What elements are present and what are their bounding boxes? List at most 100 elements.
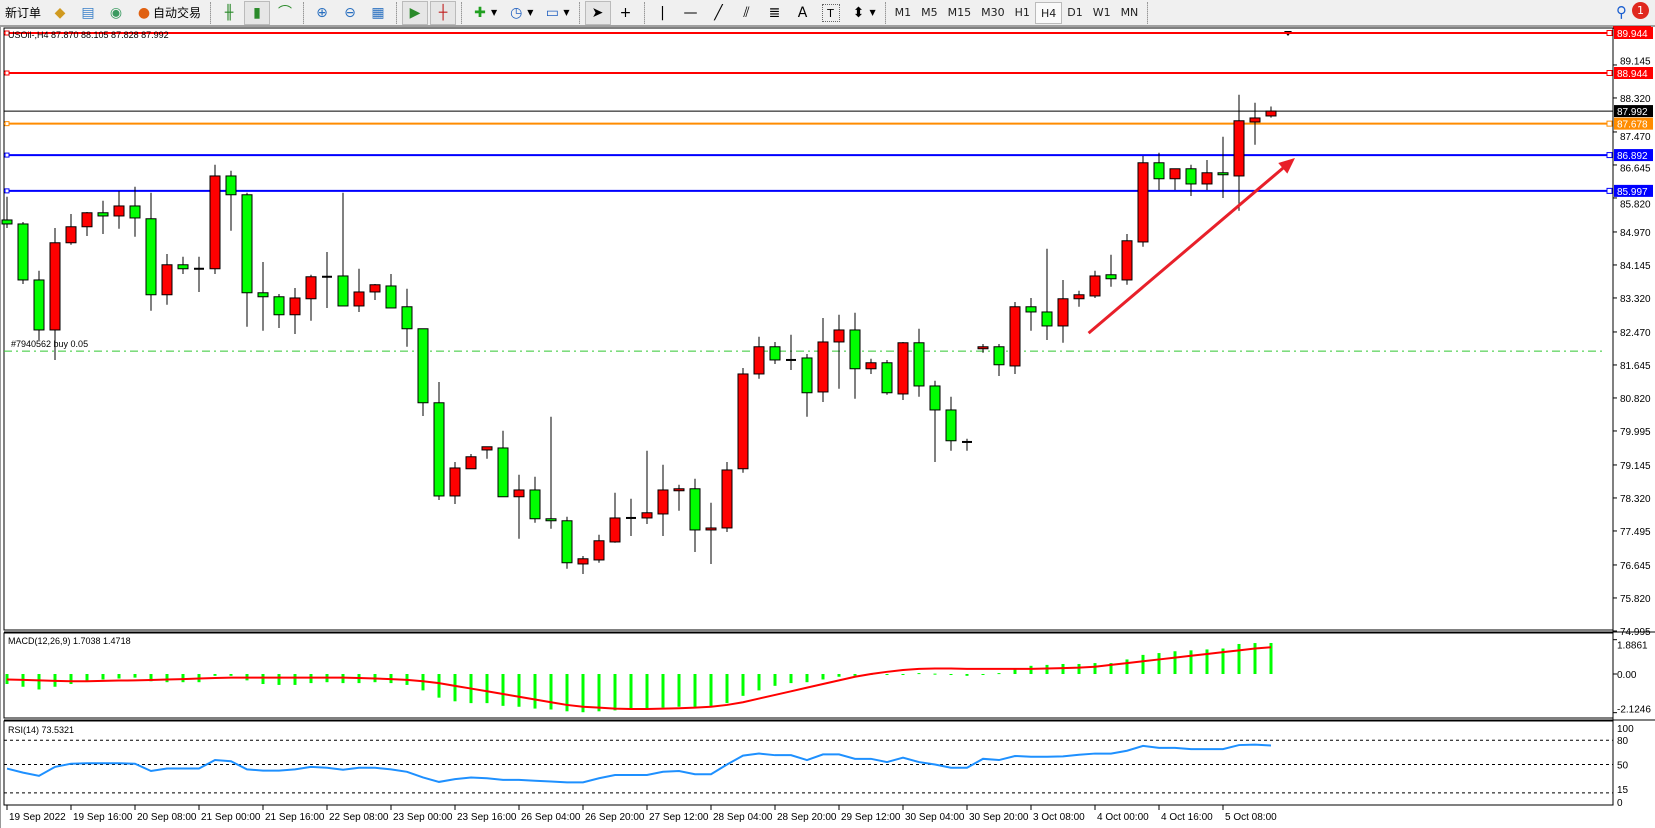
- candle[interactable]: [1105, 254, 1117, 287]
- candle[interactable]: [673, 484, 685, 511]
- line-handle[interactable]: [4, 188, 10, 194]
- candle[interactable]: [241, 192, 253, 327]
- candle[interactable]: [129, 186, 141, 237]
- candle[interactable]: [561, 516, 573, 569]
- candle[interactable]: [977, 343, 989, 353]
- timeframe-h1[interactable]: H1: [1014, 5, 1030, 19]
- periods-button[interactable]: ◷ ▼: [503, 1, 537, 25]
- candle[interactable]: [33, 270, 45, 340]
- templates-button[interactable]: ▭ ▼: [539, 1, 573, 25]
- candle[interactable]: [1185, 164, 1197, 196]
- candle[interactable]: [801, 353, 813, 417]
- candle[interactable]: [962, 438, 972, 451]
- candle[interactable]: [385, 273, 397, 309]
- candle[interactable]: [769, 341, 781, 364]
- candle[interactable]: [513, 474, 525, 539]
- candle[interactable]: [209, 164, 221, 274]
- candle[interactable]: [65, 213, 77, 245]
- candle[interactable]: [1009, 301, 1021, 374]
- candle[interactable]: [257, 261, 269, 331]
- candle[interactable]: [273, 293, 285, 328]
- candle[interactable]: [449, 461, 461, 504]
- candle[interactable]: [401, 288, 413, 347]
- arrows-button[interactable]: ⬍ ▼: [846, 1, 880, 25]
- candle[interactable]: [465, 453, 477, 470]
- candle[interactable]: [433, 381, 445, 500]
- candle[interactable]: [737, 367, 749, 473]
- candle[interactable]: [753, 336, 765, 379]
- auto-trading-button[interactable]: ● 自动交易: [131, 1, 205, 25]
- equidistant-channel-button[interactable]: ⫽: [734, 1, 760, 25]
- candle[interactable]: [417, 328, 429, 416]
- line-handle[interactable]: [1606, 30, 1613, 36]
- line-handle[interactable]: [1606, 152, 1613, 159]
- cursor-button[interactable]: ➤: [584, 0, 611, 25]
- candle[interactable]: [817, 317, 829, 402]
- zoom-out-button[interactable]: ⊖: [337, 1, 363, 25]
- auto-scroll-button[interactable]: ▶: [402, 0, 429, 25]
- candle[interactable]: [113, 191, 125, 229]
- candle[interactable]: [194, 256, 204, 292]
- timeframe-d1[interactable]: D1: [1067, 5, 1083, 19]
- line-handle[interactable]: [4, 30, 10, 36]
- trendline-button[interactable]: ╱: [706, 1, 732, 25]
- candle[interactable]: [833, 314, 845, 389]
- candle[interactable]: [81, 211, 93, 236]
- candle[interactable]: [529, 476, 541, 523]
- candle[interactable]: [1217, 136, 1229, 198]
- chart-window[interactable]: 89.944 88.944 87.992 87.678 86.892 85.997 89.…: [0, 27, 1655, 828]
- tile-windows-button[interactable]: ▦: [365, 1, 391, 25]
- candle[interactable]: [913, 328, 925, 397]
- candle[interactable]: [17, 221, 29, 284]
- candle[interactable]: [1201, 159, 1213, 190]
- line-handle[interactable]: [4, 121, 10, 127]
- line-handle[interactable]: [1606, 187, 1613, 194]
- chart-shift-button[interactable]: ┼: [430, 0, 457, 25]
- candle[interactable]: [1265, 106, 1277, 118]
- timeframe-mn[interactable]: MN: [1120, 5, 1139, 19]
- text-button[interactable]: A: [790, 1, 816, 25]
- market-watch-button[interactable]: ◆: [47, 1, 73, 25]
- timeframe-h4[interactable]: H4: [1034, 1, 1063, 24]
- candle[interactable]: [945, 396, 957, 451]
- candle[interactable]: [1169, 168, 1181, 190]
- candle[interactable]: [641, 450, 653, 524]
- candle[interactable]: [1137, 155, 1149, 247]
- candle[interactable]: [289, 287, 301, 334]
- bar-chart-button[interactable]: ╫: [216, 1, 242, 25]
- timeframe-m5[interactable]: M5: [921, 5, 938, 19]
- candle[interactable]: [1121, 233, 1133, 285]
- candle[interactable]: [161, 253, 173, 305]
- search-icon[interactable]: ⚲: [1616, 3, 1627, 21]
- crosshair-button[interactable]: +: [613, 1, 639, 25]
- candlestick-button[interactable]: ▮: [244, 0, 271, 25]
- timeframe-m30[interactable]: M30: [981, 5, 1005, 19]
- candle[interactable]: [897, 341, 909, 400]
- candle[interactable]: [609, 492, 621, 543]
- signals-button[interactable]: ◉: [103, 1, 129, 25]
- new-order-button[interactable]: 新订单: [1, 1, 45, 25]
- navigator-button[interactable]: ▤: [75, 1, 101, 25]
- candle[interactable]: [929, 380, 941, 462]
- candle[interactable]: [1025, 297, 1037, 331]
- candle[interactable]: [49, 227, 61, 360]
- candle[interactable]: [1073, 290, 1085, 307]
- timeframe-m15[interactable]: M15: [947, 5, 972, 19]
- candle[interactable]: [1041, 248, 1053, 340]
- candle[interactable]: [305, 274, 317, 321]
- line-handle[interactable]: [4, 152, 10, 158]
- zoom-in-button[interactable]: ⊕: [309, 1, 335, 25]
- horizontal-line-button[interactable]: —: [678, 1, 704, 25]
- candle[interactable]: [177, 256, 189, 274]
- trend-arrow[interactable]: [1087, 161, 1290, 335]
- order-label[interactable]: #7940562 buy 0.05: [11, 339, 88, 349]
- candle[interactable]: [849, 312, 861, 399]
- candle[interactable]: [1153, 152, 1165, 190]
- candle[interactable]: [1089, 270, 1101, 298]
- candle[interactable]: [705, 502, 717, 564]
- candle[interactable]: [865, 358, 877, 374]
- timeframe-m1[interactable]: M1: [894, 5, 912, 19]
- candle[interactable]: [1057, 279, 1069, 343]
- candle[interactable]: [626, 498, 636, 536]
- candle[interactable]: [657, 464, 669, 536]
